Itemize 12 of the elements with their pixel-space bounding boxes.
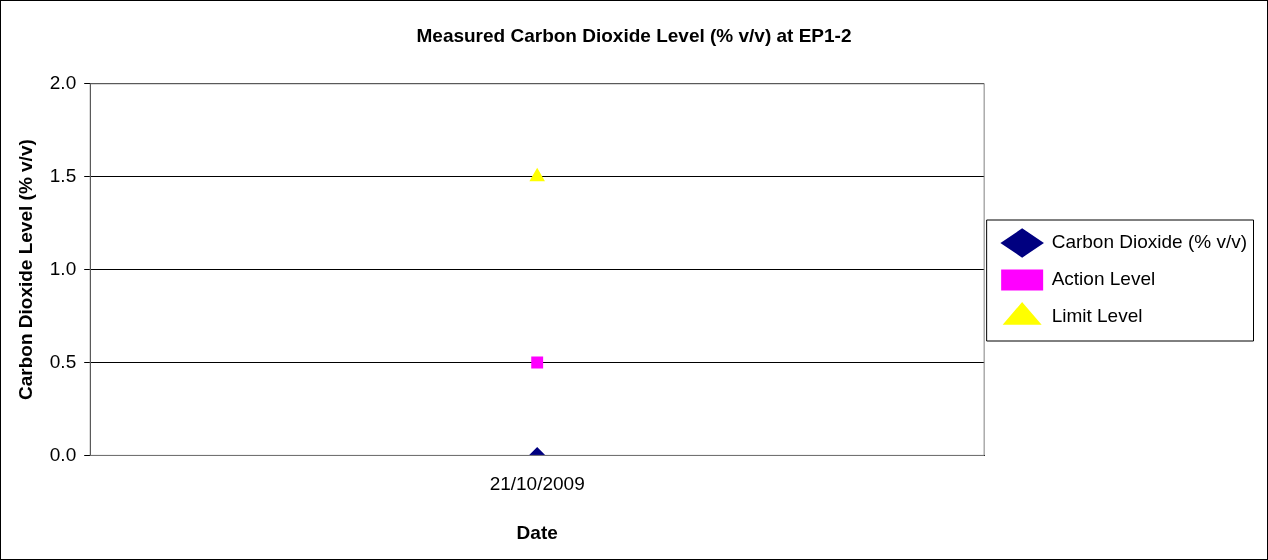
y-tick-label: 2.0 xyxy=(49,72,77,94)
y-tick-label: 1.0 xyxy=(49,257,77,279)
y-tick-label: 0.5 xyxy=(49,350,77,372)
x-tick-label: 21/10/2009 xyxy=(489,473,585,495)
x-axis-title: Date xyxy=(516,521,558,543)
legend-label: Carbon Dioxide (% v/v) xyxy=(1051,231,1247,253)
y-axis-title: Carbon Dioxide Level (% v/v) xyxy=(14,139,36,400)
legend-label: Limit Level xyxy=(1051,305,1143,327)
chart-title: Measured Carbon Dioxide Level (% v/v) at EP1-2 xyxy=(416,24,852,46)
y-tick-label: 0.0 xyxy=(49,443,77,465)
y-tick-label: 1.5 xyxy=(49,164,77,186)
legend-label: Action Level xyxy=(1051,268,1156,290)
